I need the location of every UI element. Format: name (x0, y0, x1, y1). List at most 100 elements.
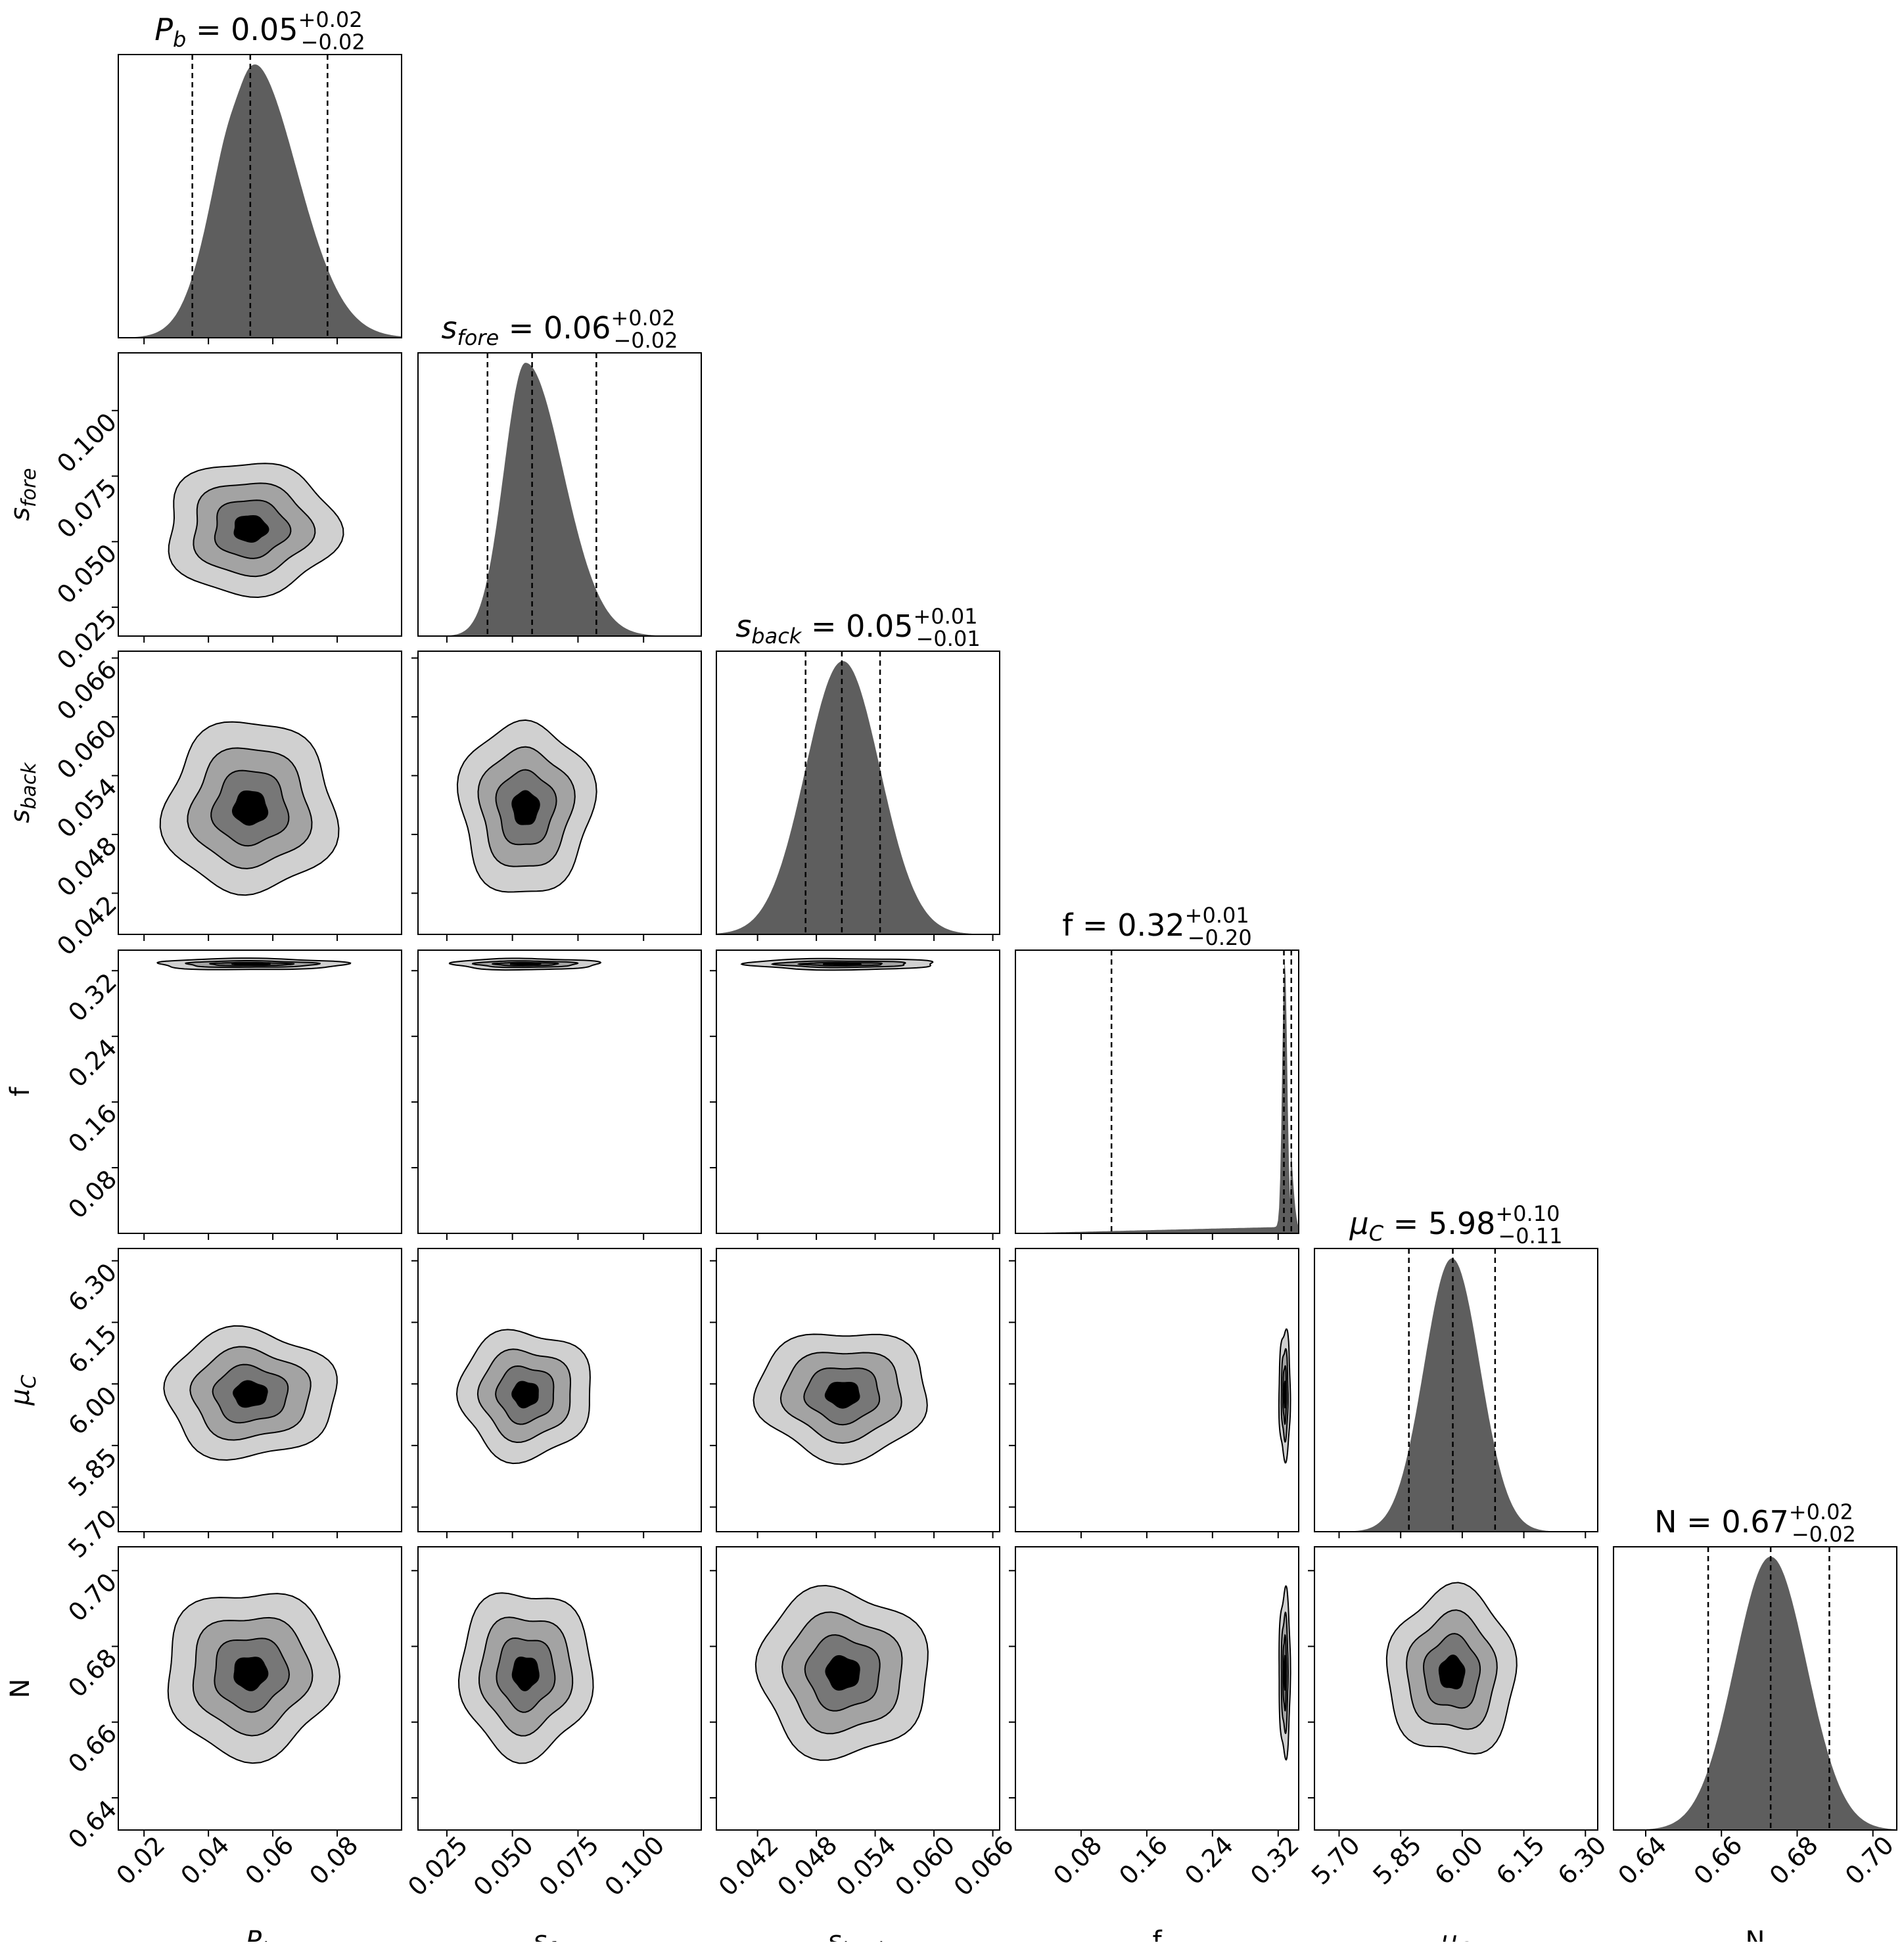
y-tick-label: 0.042 (51, 890, 122, 961)
y-axis-label-sfore: sfore (5, 468, 41, 521)
x-axis-label-f: f (1152, 1926, 1162, 1942)
x-tick-label: 0.054 (831, 1831, 902, 1902)
x-tick-label: 6.00 (1429, 1831, 1489, 1890)
x-tick-label: 0.32 (1245, 1831, 1305, 1890)
contour-level-4 (825, 1655, 860, 1691)
title-Pb: Pb = 0.05+0.02 −0.02 (154, 7, 365, 55)
histogram-N (1614, 1557, 1897, 1830)
title-sfore: sfore = 0.06+0.02 −0.02 (442, 306, 678, 353)
panel-frame (716, 651, 1000, 935)
title-muC: μC = 5.98+0.10 −0.11 (1349, 1201, 1563, 1248)
x-axis-label-Pb: Pb (246, 1926, 274, 1942)
title-N: N = 0.67+0.02 −0.02 (1654, 1499, 1856, 1547)
panel-frame (118, 1546, 402, 1831)
contour-level-4 (1283, 1381, 1286, 1409)
panel-frame (1015, 950, 1299, 1234)
x-tick-label: 0.66 (1688, 1831, 1748, 1890)
x-axis-label-sback: sback (827, 1926, 889, 1942)
panel-frame (716, 1248, 1000, 1532)
y-tick-label: 0.054 (51, 772, 122, 843)
panel-f-vs-f: f = 0.32+0.01 −0.20 (1015, 903, 1299, 1240)
panel-muC-vs-sback (710, 1248, 1000, 1538)
contour-level-4 (233, 515, 269, 543)
x-tick-label: 0.68 (1764, 1831, 1824, 1890)
x-tick-label: 6.30 (1552, 1831, 1612, 1890)
panel-frame (417, 352, 702, 637)
x-tick-label: 0.060 (889, 1831, 960, 1902)
y-tick-label: 6.15 (62, 1319, 122, 1379)
y-tick-label: 0.66 (62, 1719, 122, 1779)
panel-frame (716, 1546, 1000, 1831)
panel-sfore-vs-sfore: sfore = 0.06+0.02 −0.02 (417, 306, 702, 643)
panel-muC-vs-Pb: 5.705.856.006.156.30 (62, 1248, 402, 1564)
x-tick-label: 0.16 (1113, 1831, 1173, 1890)
x-tick-label: 5.85 (1368, 1831, 1428, 1890)
panel-N-vs-N: N = 0.67+0.02 −0.02 0.64 0.66 0.68 0.70 (1612, 1499, 1899, 1890)
panel-frame (118, 1248, 402, 1532)
x-tick-label: 0.08 (304, 1831, 363, 1890)
y-tick-label: 6.00 (62, 1381, 122, 1440)
contour-level-4 (233, 1380, 268, 1408)
contour-level-4 (824, 1381, 860, 1409)
contour-level-4 (822, 963, 862, 966)
x-tick-label: 5.70 (1306, 1831, 1366, 1890)
contour-level-4 (511, 1657, 540, 1691)
x-tick-label: 0.02 (111, 1831, 171, 1890)
panel-frame (716, 950, 1000, 1234)
histogram-f (1015, 960, 1299, 1233)
panel-N-vs-Pb: 0.02 0.04 0.06 0.08 0.64 0.66 0.68 0.70 (62, 1546, 402, 1890)
x-tick-label: 0.048 (772, 1831, 843, 1902)
y-axis-label-muC: μC (5, 1375, 41, 1406)
x-tick-label: 0.70 (1840, 1831, 1899, 1890)
x-tick-label: 0.04 (175, 1831, 235, 1890)
y-tick-label: 0.32 (62, 967, 122, 1027)
x-tick-label: 0.100 (599, 1831, 670, 1902)
contour-level-4 (1438, 1654, 1466, 1690)
panel-frame (118, 352, 402, 637)
y-tick-label: 0.24 (62, 1033, 122, 1093)
y-tick-label: 0.075 (51, 473, 122, 544)
x-axis-label-N: N (1746, 1926, 1765, 1942)
panel-muC-vs-f (1009, 1248, 1299, 1538)
x-tick-label: 0.025 (402, 1831, 473, 1902)
y-tick-label: 0.060 (51, 714, 122, 785)
title-sback: sback = 0.05+0.01 −0.01 (735, 604, 980, 651)
histogram-sfore (418, 363, 701, 636)
y-tick-label: 0.048 (51, 831, 122, 902)
y-tick-label: 0.100 (51, 407, 122, 478)
x-tick-label: 0.066 (948, 1831, 1019, 1902)
y-tick-label: 0.050 (51, 538, 122, 609)
panel-frame (417, 950, 702, 1234)
panel-N-vs-f: 0.08 0.16 0.24 0.32 (1009, 1546, 1305, 1890)
y-tick-label: 0.025 (51, 604, 122, 675)
panel-sback-vs-sfore (411, 651, 702, 941)
y-tick-label: 5.70 (62, 1504, 122, 1564)
panel-frame (1015, 1546, 1299, 1831)
panel-frame (1613, 1546, 1897, 1831)
y-tick-label: 0.08 (62, 1164, 122, 1224)
y-tick-label: 6.30 (62, 1258, 122, 1317)
histogram-sback (716, 661, 1000, 934)
y-tick-label: 0.16 (62, 1099, 122, 1158)
x-axis-label-sfore: sfore (533, 1926, 586, 1942)
panel-frame (118, 950, 402, 1234)
panel-frame (1314, 1248, 1598, 1532)
y-axis-label-N: N (5, 1679, 35, 1699)
y-axis-label-f: f (5, 1087, 35, 1097)
panel-muC-vs-muC: μC = 5.98+0.10 −0.11 (1314, 1201, 1598, 1538)
x-tick-label: 0.24 (1179, 1831, 1239, 1890)
histogram-muC (1314, 1258, 1598, 1532)
panel-muC-vs-sfore (411, 1248, 702, 1538)
panel-N-vs-muC: 5.70 5.85 6.00 6.15 6.30 (1306, 1546, 1612, 1890)
contour-level-4 (511, 1381, 539, 1409)
panel-frame (417, 1248, 702, 1532)
x-tick-label: 0.64 (1612, 1831, 1672, 1890)
x-axis-label-muC: μC (1440, 1926, 1471, 1942)
contour-level-4 (232, 790, 269, 826)
x-tick-label: 0.06 (239, 1831, 299, 1890)
